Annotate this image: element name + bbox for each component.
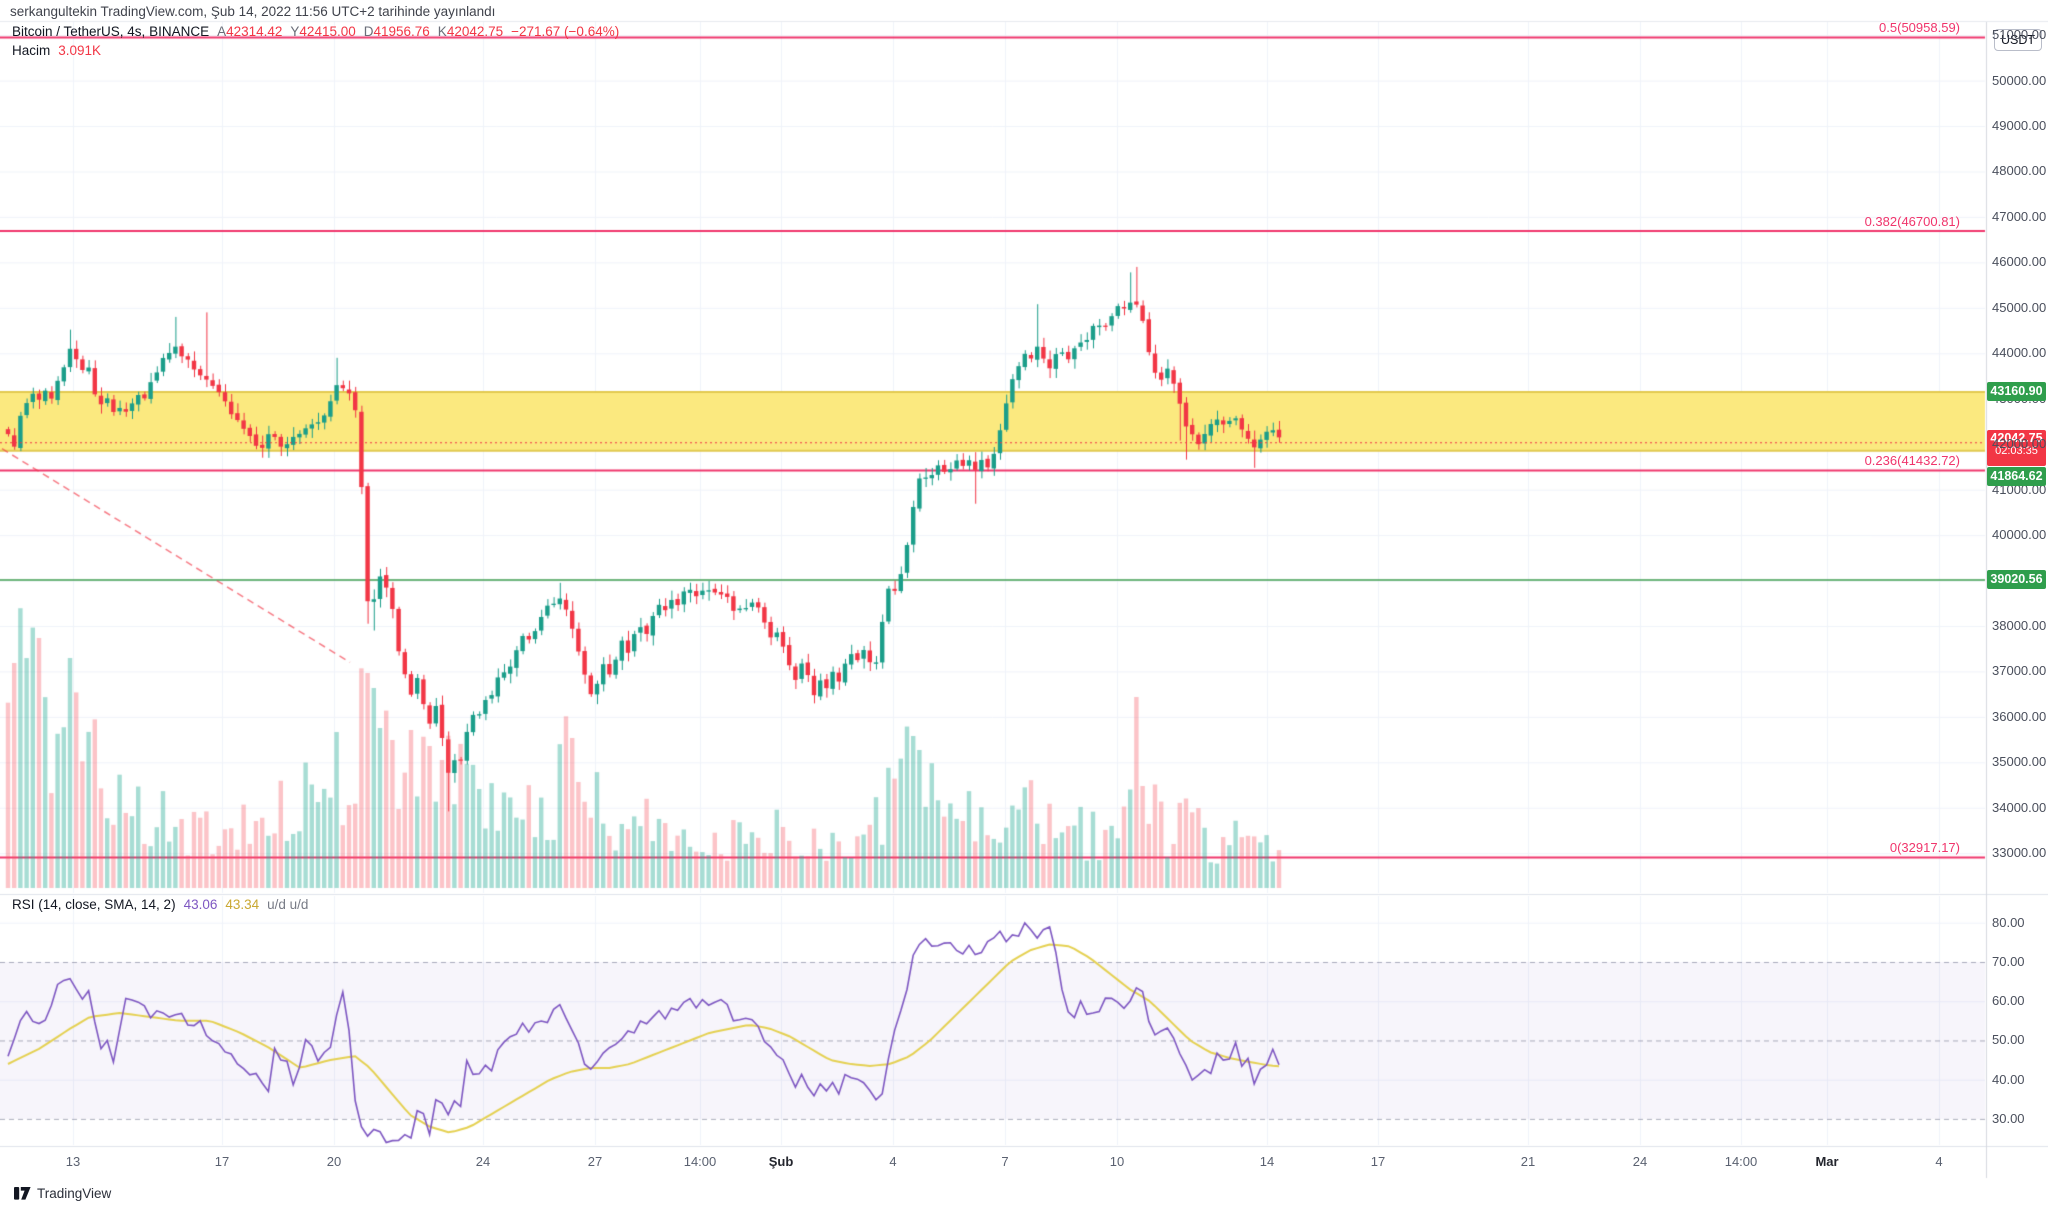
price-axis-tick: 35000.00 — [1992, 754, 2047, 770]
currency-badge[interactable]: USDT — [1994, 29, 2042, 51]
price-axis-tick: 33000.00 — [1992, 845, 2047, 861]
time-axis-label: 14:00 — [1724, 1154, 1758, 1169]
price-axis-tick: 49000.00 — [1992, 118, 2047, 134]
fib-level-label: 0.5(50958.59) — [1879, 20, 1960, 36]
price-axis-tick: 48000.00 — [1992, 163, 2047, 179]
volume-label[interactable]: Hacim — [12, 43, 51, 58]
price-axis-tick: 34000.00 — [1992, 799, 2047, 815]
current-price: 42042.75 — [1990, 431, 2043, 445]
ohlc-label: K — [437, 24, 447, 39]
time-axis-label: 7 — [1001, 1154, 1009, 1169]
rsi-updown-label: u/d u/d — [267, 897, 309, 912]
rsi-axis-tick: 70.00 — [1992, 954, 2025, 969]
tradingview-attribution[interactable]: TradingView — [14, 1186, 111, 1201]
fib-level-label: 0.236(41432.72) — [1864, 452, 1960, 468]
time-axis-label: Şub — [768, 1154, 794, 1169]
price-axis-tick: 42000.00 — [1992, 436, 2047, 452]
tradingview-logo-icon — [14, 1187, 31, 1200]
fib-level-label: 0(32917.17) — [1889, 840, 1960, 855]
time-axis-label: Mar — [1815, 1154, 1839, 1169]
time-axis-label: 24 — [475, 1154, 491, 1169]
price-axis-tick: 37000.00 — [1992, 663, 2047, 679]
time-axis-label: 27 — [587, 1154, 603, 1169]
time-axis-label: 17 — [214, 1154, 230, 1169]
rsi-legend: RSI (14, close, SMA, 14, 2) 43.06 43.34 u/d… — [12, 897, 308, 912]
volume-legend: Hacim 3.091K — [12, 43, 101, 58]
price-axis-tick: 51000.00 — [1992, 27, 2047, 43]
price-line-badge: 41864.62 — [1987, 467, 2046, 486]
time-axis-label: 4 — [889, 1154, 897, 1169]
price-axis-tick: 40000.00 — [1992, 527, 2047, 543]
time-axis-label: 13 — [65, 1154, 81, 1169]
volume-value: 3.091K — [58, 43, 102, 58]
time-axis-label: 14:00 — [683, 1154, 717, 1169]
price-line-badge: 43160.90 — [1987, 381, 2046, 401]
time-axis-label: 14 — [1259, 1154, 1275, 1169]
publish-info-bar: serkangultekin TradingView.com, Şub 14, … — [10, 4, 496, 19]
ohlc-values: A42314.42 Y42415.00 D41956.76 K42042.75 — [209, 24, 503, 39]
rsi-sma-value: 43.34 — [225, 897, 260, 912]
time-axis-label: 21 — [1520, 1154, 1536, 1169]
change-value: −271.67 (−0.64%) — [511, 24, 620, 39]
price-line-badge: 39020.56 — [1987, 570, 2046, 590]
price-axis-tick: 44000.00 — [1992, 345, 2047, 361]
symbol-legend: Bitcoin / TetherUS, 4s, BINANCE A42314.42… — [12, 24, 619, 39]
rsi-axis-tick: 40.00 — [1992, 1071, 2025, 1087]
rsi-value: 43.06 — [183, 897, 218, 912]
symbol-title[interactable]: Bitcoin / TetherUS, 4s, BINANCE — [12, 24, 210, 39]
ohlc-value: 41956.76 — [373, 24, 430, 39]
price-axis-tick: 45000.00 — [1992, 299, 2047, 315]
ohlc-label: Y — [290, 24, 300, 39]
price-axis-tick: 38000.00 — [1992, 617, 2047, 633]
ohlc-label: D — [363, 24, 374, 39]
time-axis-label: 24 — [1632, 1154, 1648, 1169]
ohlc-value: 42314.42 — [226, 24, 283, 39]
price-axis-tick: 46000.00 — [1992, 254, 2047, 270]
ohlc-value: 42415.00 — [299, 24, 356, 39]
time-axis-label: 17 — [1370, 1154, 1386, 1169]
rsi-axis-tick: 80.00 — [1992, 914, 2025, 930]
rsi-axis-tick: 60.00 — [1992, 993, 2025, 1009]
time-axis-label: 20 — [326, 1154, 342, 1169]
ohlc-value: 42042.75 — [446, 24, 504, 39]
current-price-badge: 42042.75 02:03:35 — [1987, 430, 2046, 466]
fib-level-label: 0.382(46700.81) — [1864, 213, 1960, 229]
rsi-axis-tick: 30.00 — [1992, 1110, 2025, 1126]
rsi-axis-tick: 50.00 — [1992, 1032, 2025, 1048]
bar-countdown: 02:03:35 — [1995, 445, 2038, 457]
price-axis-tick: 47000.00 — [1992, 208, 2047, 224]
time-axis-label: 10 — [1109, 1154, 1125, 1169]
time-axis-label: 4 — [1935, 1154, 1943, 1169]
ohlc-label: A — [217, 24, 227, 39]
tradingview-brand-text: TradingView — [37, 1186, 112, 1201]
price-axis-tick: 36000.00 — [1992, 708, 2047, 724]
rsi-title[interactable]: RSI (14, close, SMA, 14, 2) — [12, 897, 176, 912]
price-axis-tick: 50000.00 — [1992, 72, 2047, 88]
